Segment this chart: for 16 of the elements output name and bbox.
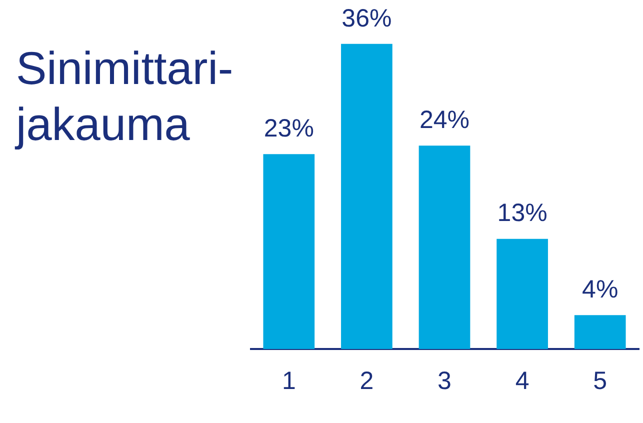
bar <box>574 315 626 349</box>
bar <box>418 146 470 349</box>
data-label: 4% <box>582 275 618 304</box>
x-tick-label: 4 <box>515 366 530 395</box>
bar <box>496 238 548 349</box>
x-tick-label: 3 <box>438 366 452 395</box>
x-tick-label: 1 <box>282 366 296 395</box>
data-label: 24% <box>419 106 470 134</box>
x-tick-label: 5 <box>593 366 608 395</box>
bar <box>263 154 315 349</box>
bar <box>341 44 392 349</box>
text: Sinimittari-jakauma <box>16 41 234 152</box>
data-label: 23% <box>264 114 314 142</box>
data-label: 13% <box>497 199 548 228</box>
x-tick-label: 2 <box>360 366 374 395</box>
data-label: 36% <box>342 4 392 32</box>
